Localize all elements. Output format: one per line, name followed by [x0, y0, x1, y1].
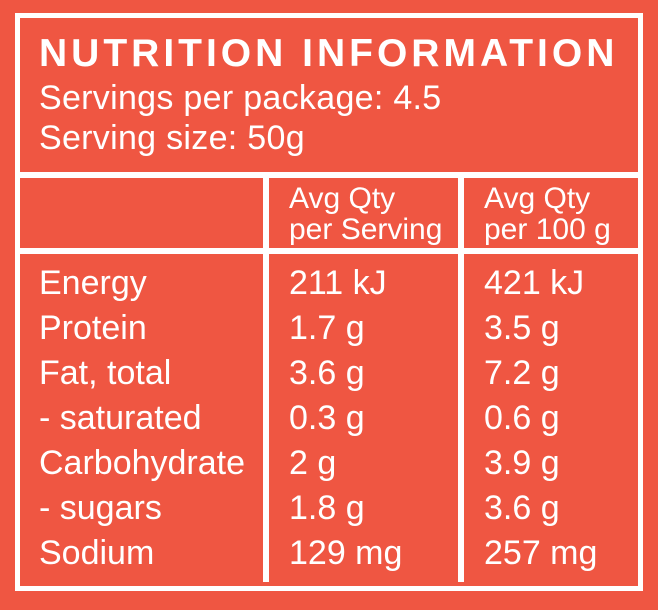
per-100g-value-cell: 421 kJ: [458, 251, 638, 306]
nutrient-name-cell: Fat, total: [39, 354, 172, 392]
nutrient-name-cell: Protein: [39, 309, 147, 347]
per-100g-value-cell: 0.6 g: [458, 396, 638, 441]
per-serving-value-cell: 0.3 g: [263, 396, 461, 441]
nutrient-name-cell: - sugars: [39, 489, 162, 527]
table-header-row: Avg Qty per Serving Avg Qty per 100 g: [20, 175, 638, 254]
nutrition-table-head: Avg Qty per Serving Avg Qty per 100 g: [20, 175, 638, 254]
per-100g-column-header: Avg Qty per 100 g: [458, 175, 638, 254]
per-serving-column-header: Avg Qty per Serving: [263, 175, 461, 254]
per-serving-value-cell: 211 kJ: [263, 251, 461, 306]
per-serving-value-cell: 129 mg: [263, 531, 461, 582]
panel-title: NUTRITION INFORMATION: [39, 32, 619, 75]
table-row-sodium: Sodium 129 mg 257 mg: [20, 531, 638, 582]
per-100g-value-cell: 7.2 g: [458, 351, 638, 396]
per-serving-header-line1: Avg Qty: [289, 182, 396, 215]
per-serving-header-line2: per Serving: [289, 213, 443, 246]
servings-per-package-text: Servings per package: 4.5: [39, 79, 442, 117]
per-100g-value-cell: 3.5 g: [458, 306, 638, 351]
table-row-energy: Energy 211 kJ 421 kJ: [20, 251, 638, 306]
per-100g-value-cell: 257 mg: [458, 531, 638, 582]
per-100g-header-line2: per 100 g: [484, 213, 611, 246]
nutrition-panel: NUTRITION INFORMATION Servings per packa…: [15, 13, 643, 591]
nutrient-name-cell: Carbohydrate: [39, 444, 246, 482]
per-serving-value-cell: 1.8 g: [263, 486, 461, 531]
nutrition-table: Avg Qty per Serving Avg Qty per 100 g Ener…: [20, 172, 638, 582]
per-100g-value-cell: 3.9 g: [458, 441, 638, 486]
table-row-sugars: - sugars 1.8 g 3.6 g: [20, 486, 638, 531]
serving-size-text: Serving size: 50g: [39, 119, 305, 157]
table-row-saturated: - saturated 0.3 g 0.6 g: [20, 396, 638, 441]
per-100g-header-line1: Avg Qty: [484, 182, 591, 215]
table-row-protein: Protein 1.7 g 3.5 g: [20, 306, 638, 351]
panel-header-section: NUTRITION INFORMATION Servings per packa…: [20, 18, 638, 172]
per-serving-value-cell: 1.7 g: [263, 306, 461, 351]
per-100g-value-cell: 3.6 g: [458, 486, 638, 531]
nutrition-table-body: Energy 211 kJ 421 kJ Protein 1.7 g 3.5 g…: [20, 251, 638, 582]
table-row-carbohydrate: Carbohydrate 2 g 3.9 g: [20, 441, 638, 486]
per-serving-value-cell: 3.6 g: [263, 351, 461, 396]
nutrient-name-cell: Sodium: [39, 534, 155, 572]
nutrient-name-cell: - saturated: [39, 399, 202, 437]
nutrient-column-header: [20, 175, 266, 254]
per-serving-value-cell: 2 g: [263, 441, 461, 486]
nutrient-name-cell: Energy: [39, 264, 147, 302]
table-row-fat-total: Fat, total 3.6 g 7.2 g: [20, 351, 638, 396]
